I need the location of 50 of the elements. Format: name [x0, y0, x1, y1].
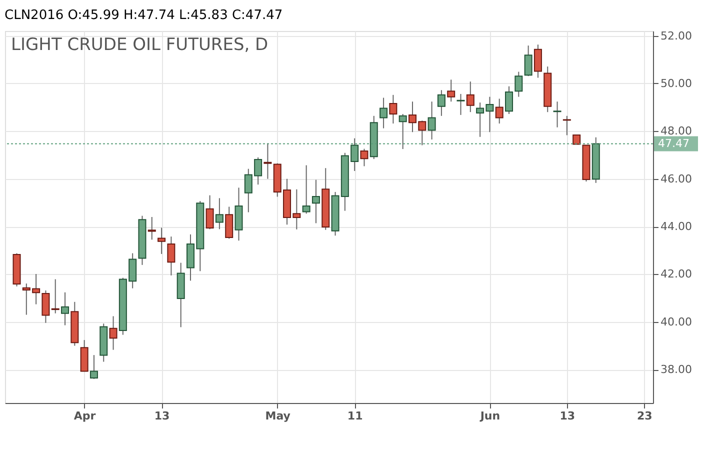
chart-title: CLN2016 O:45.99 H:47.74 L:45.83 C:47.47 — [4, 8, 283, 23]
candlestick — [534, 44, 542, 78]
candlestick — [495, 98, 504, 124]
candlestick — [167, 236, 176, 276]
candlestick — [148, 216, 156, 240]
candlestick — [234, 187, 243, 242]
candlestick — [225, 206, 234, 240]
candlestick — [437, 90, 446, 116]
candlestick — [312, 179, 320, 224]
y-tick-label: 40.00 — [660, 315, 692, 328]
candlestick — [61, 292, 70, 326]
y-tick-label: 42.00 — [660, 268, 692, 281]
x-tick-label: May — [265, 410, 290, 422]
x-tick-label: 13 — [560, 410, 576, 422]
candlestick — [206, 194, 214, 230]
candlestick — [466, 81, 474, 113]
x-tick-label: 23 — [636, 410, 652, 422]
candlestick — [51, 278, 60, 314]
ref-line-label: 47.47 — [658, 136, 690, 150]
candlestick — [80, 340, 88, 372]
x-tick-label: Jun — [479, 410, 500, 422]
candlestick — [398, 113, 407, 150]
x-tick-label: 13 — [154, 410, 170, 422]
chart-subtitle: LIGHT CRUDE OIL FUTURES, D — [11, 35, 268, 55]
candlestick — [380, 97, 388, 129]
y-tick-label: 50.00 — [660, 76, 692, 90]
candlestick — [215, 198, 224, 230]
candlestick — [42, 290, 50, 324]
candlestick — [447, 79, 456, 102]
candlestick — [389, 94, 398, 124]
candlestick — [514, 71, 523, 98]
candlestick — [562, 115, 571, 136]
candlestick — [428, 101, 436, 140]
y-tick-label: 38.00 — [660, 363, 692, 376]
candlestick — [302, 164, 310, 214]
x-tick-label: 11 — [347, 410, 363, 422]
candlestick — [360, 148, 368, 167]
candlestick — [524, 45, 532, 77]
candlestick — [505, 86, 514, 114]
candlestick — [109, 316, 118, 350]
candlestick — [553, 101, 562, 128]
candlestick — [90, 354, 98, 380]
y-tick-label: 52.00 — [660, 29, 692, 42]
candlestick — [158, 227, 166, 254]
candlestick — [456, 93, 465, 116]
y-tick-label: 46.00 — [660, 172, 692, 186]
candlestick — [264, 142, 272, 180]
y-tick-label: 44.00 — [660, 220, 692, 234]
x-tick-label: Apr — [74, 410, 96, 422]
y-tick-label: 48.00 — [660, 124, 692, 138]
